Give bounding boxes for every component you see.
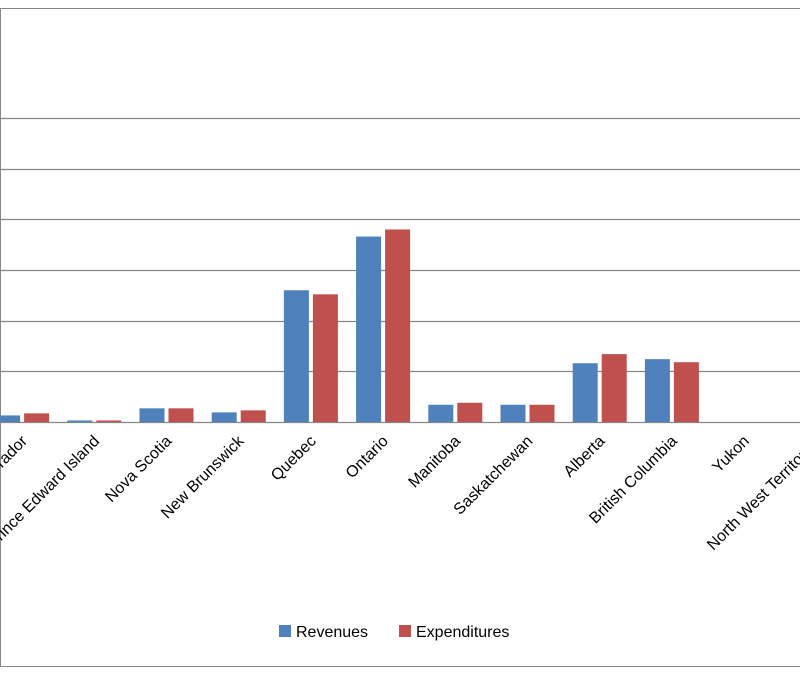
bar-expenditures-6 — [457, 402, 483, 422]
bar-revenues-4 — [283, 290, 309, 422]
bars — [0, 229, 699, 422]
bar-revenues-9 — [644, 359, 670, 422]
bar-revenues-8 — [572, 363, 598, 422]
legend-swatch-revenues — [279, 625, 291, 637]
bar-revenues-0 — [0, 415, 21, 422]
bar-revenues-2 — [139, 408, 165, 422]
bar-expenditures-7 — [529, 404, 555, 422]
bar-revenues-1 — [67, 420, 93, 422]
bar-expenditures-5 — [385, 229, 411, 422]
legend-label-revenues: Revenues — [296, 624, 368, 641]
legend-label-expenditures: Expenditures — [416, 624, 509, 641]
bar-expenditures-2 — [168, 408, 194, 422]
bar-revenues-5 — [356, 236, 382, 422]
legend: Revenues Expenditures — [279, 624, 509, 641]
bar-expenditures-9 — [673, 362, 699, 422]
bar-revenues-3 — [211, 412, 237, 422]
bar-expenditures-4 — [312, 294, 338, 422]
bar-revenues-6 — [428, 404, 454, 422]
bar-revenues-7 — [500, 404, 526, 422]
legend-swatch-expenditures — [399, 625, 411, 637]
bar-expenditures-3 — [240, 410, 266, 422]
bar-expenditures-8 — [601, 354, 627, 422]
bar-expenditures-0 — [24, 413, 50, 422]
bar-expenditures-1 — [96, 420, 122, 422]
